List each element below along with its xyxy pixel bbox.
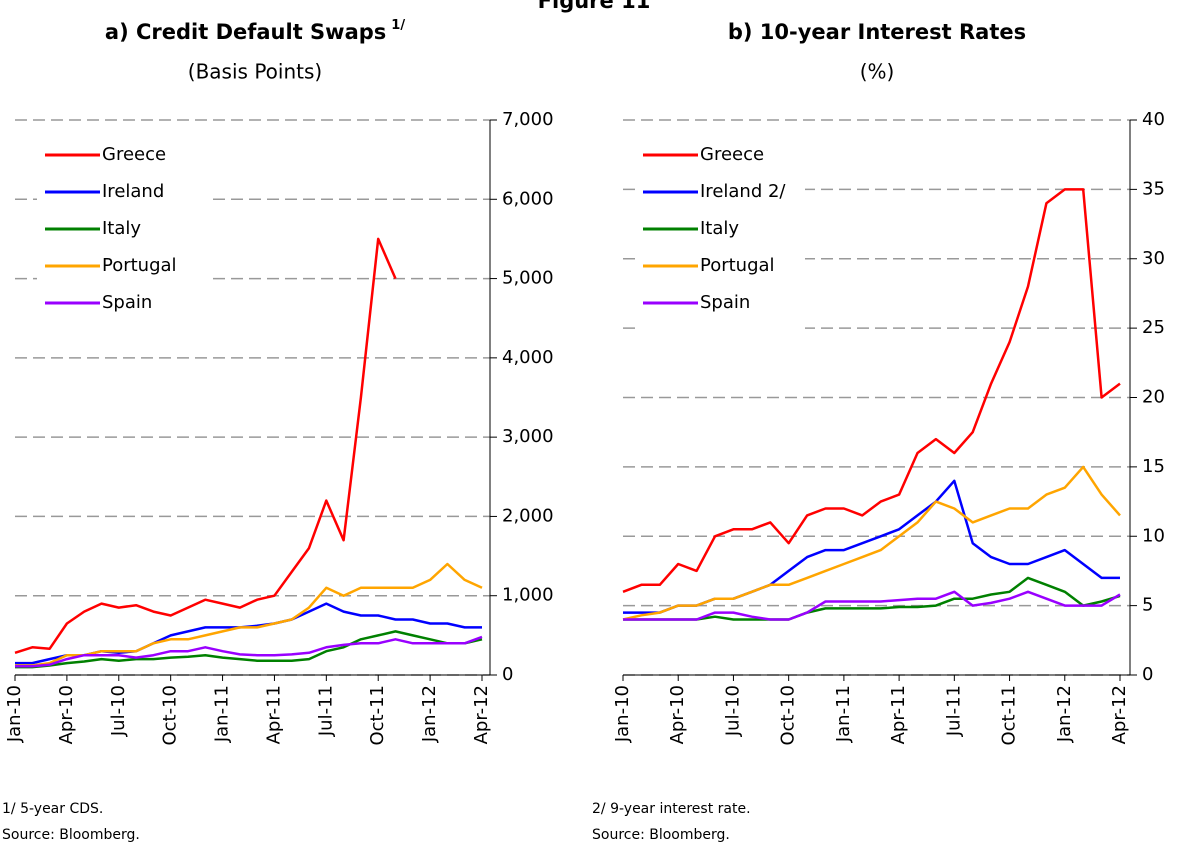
legend-label: Ireland 2/ — [700, 181, 786, 202]
data-line — [622, 188, 1121, 593]
legend-label: Portugal — [700, 255, 775, 276]
x-tick-label: Apr-10 — [667, 685, 688, 744]
y-tick-label: 4,000 — [502, 347, 554, 368]
y-tick-label: 0 — [502, 664, 513, 685]
x-tick-label: Jan-12 — [1054, 685, 1075, 743]
x-tick-label: Jul-10 — [108, 685, 129, 737]
figure-title: Figure 11 — [538, 0, 651, 13]
y-tick-label: 10 — [1142, 525, 1165, 546]
x-tick-label: Apr-12 — [471, 685, 492, 744]
data-line — [622, 465, 1121, 621]
data-line — [623, 576, 1121, 621]
x-tick-label: Apr-11 — [888, 685, 909, 744]
x-tick-label: Jul-10 — [722, 685, 743, 737]
x-tick-label: Apr-12 — [1109, 685, 1130, 744]
x-tick-label: Apr-11 — [263, 685, 284, 744]
x-tick-label: Oct-11 — [999, 685, 1020, 746]
x-tick-label: Jan-11 — [833, 685, 854, 743]
legend-label: Greece — [700, 144, 764, 165]
legend-label: Spain — [102, 292, 152, 313]
x-tick-label: Jan-10 — [4, 685, 25, 743]
legend-label: Portugal — [102, 255, 177, 276]
y-tick-label: 35 — [1142, 178, 1165, 199]
legend-label: Greece — [102, 144, 166, 165]
x-tick-label: Oct-11 — [367, 685, 388, 746]
data-line — [15, 562, 483, 667]
footnote: Source: Bloomberg. — [2, 827, 140, 843]
data-line — [623, 479, 1120, 614]
y-tick-label: 0 — [1142, 664, 1153, 685]
y-tick-label: 5,000 — [502, 268, 554, 289]
y-tick-label: 20 — [1142, 387, 1165, 408]
y-tick-label: 7,000 — [502, 109, 554, 130]
data-line — [15, 630, 483, 669]
y-tick-label: 3,000 — [502, 426, 554, 447]
x-tick-label: Oct-10 — [778, 685, 799, 746]
x-tick-label: Jan-12 — [419, 685, 440, 743]
chart-title-text: b) 10-year Interest Rates — [728, 20, 1026, 44]
legend-background — [635, 138, 805, 331]
footnote: Source: Bloomberg. — [592, 827, 730, 843]
y-tick-label: 2,000 — [502, 505, 554, 526]
chart-title-text: a) Credit Default Swaps — [105, 20, 386, 44]
x-tick-label: Jul-11 — [943, 685, 964, 737]
legend-label: Ireland — [102, 181, 164, 202]
title-note: 1/ — [391, 18, 405, 33]
chart-title: b) 10-year Interest Rates — [728, 20, 1026, 44]
x-tick-label: Jul-11 — [315, 685, 336, 737]
chart-subtitle: (%) — [860, 60, 895, 84]
x-tick-label: Jan-11 — [212, 685, 233, 743]
data-line — [623, 590, 1121, 621]
x-tick-label: Jan-10 — [612, 685, 633, 743]
legend-label: Italy — [700, 218, 739, 239]
y-tick-label: 1,000 — [502, 585, 554, 606]
y-tick-label: 25 — [1142, 317, 1165, 338]
legend-label: Spain — [700, 292, 750, 313]
footnote: 1/ 5-year CDS. — [2, 801, 103, 817]
x-tick-label: Apr-10 — [56, 685, 77, 744]
chart-title: a) Credit Default Swaps 1/ — [105, 18, 405, 45]
footnote: 2/ 9-year interest rate. — [592, 801, 751, 817]
chart-subtitle: (Basis Points) — [188, 60, 322, 84]
x-tick-label: Oct-10 — [160, 685, 181, 746]
data-line — [14, 237, 397, 654]
y-tick-label: 40 — [1142, 109, 1165, 130]
legend-label: Italy — [102, 218, 141, 239]
y-tick-label: 15 — [1142, 456, 1165, 477]
data-line — [15, 635, 483, 668]
y-tick-label: 5 — [1142, 595, 1153, 616]
y-tick-label: 6,000 — [502, 188, 554, 209]
y-tick-label: 30 — [1142, 248, 1165, 269]
legend-background — [37, 138, 207, 331]
